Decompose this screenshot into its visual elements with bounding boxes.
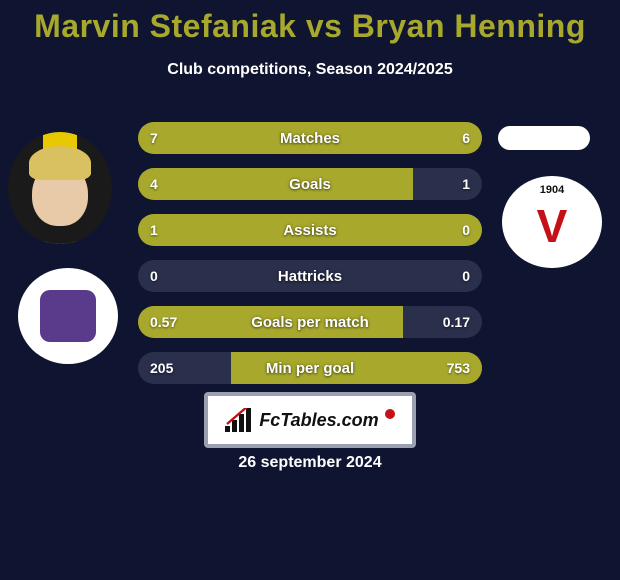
trademark-dot-icon (385, 409, 395, 419)
club-right-v-icon: V (537, 199, 568, 253)
stat-label: Assists (138, 214, 482, 246)
stat-value-right: 0 (462, 214, 470, 246)
stat-value-right: 753 (447, 352, 470, 384)
fctables-logo-icon (225, 408, 253, 432)
stat-label: Hattricks (138, 260, 482, 292)
page-title: Marvin Stefaniak vs Bryan Henning (0, 0, 620, 45)
source-text: FcTables.com (259, 410, 378, 431)
stat-label: Matches (138, 122, 482, 154)
player-right-avatar-placeholder (498, 126, 590, 150)
stat-value-right: 0.17 (443, 306, 470, 338)
club-right-badge: 1904 V (502, 176, 602, 268)
stat-row: 0.57Goals per match0.17 (138, 306, 482, 338)
club-left-badge (18, 268, 118, 364)
stats-table: 7Matches64Goals11Assists00Hattricks00.57… (138, 122, 482, 398)
stat-label: Goals per match (138, 306, 482, 338)
stat-label: Goals (138, 168, 482, 200)
club-right-year: 1904 (534, 184, 570, 196)
stat-row: 7Matches6 (138, 122, 482, 154)
subtitle: Club competitions, Season 2024/2025 (0, 61, 620, 79)
comparison-card: Marvin Stefaniak vs Bryan Henning Club c… (0, 0, 620, 580)
stat-row: 4Goals1 (138, 168, 482, 200)
date-text: 26 september 2024 (0, 454, 620, 472)
stat-row: 1Assists0 (138, 214, 482, 246)
stat-value-right: 0 (462, 260, 470, 292)
stat-value-right: 1 (462, 168, 470, 200)
stat-row: 205Min per goal753 (138, 352, 482, 384)
stat-value-right: 6 (462, 122, 470, 154)
stat-label: Min per goal (138, 352, 482, 384)
stat-row: 0Hattricks0 (138, 260, 482, 292)
source-badge: FcTables.com (204, 392, 416, 448)
player-left-avatar (8, 132, 112, 244)
